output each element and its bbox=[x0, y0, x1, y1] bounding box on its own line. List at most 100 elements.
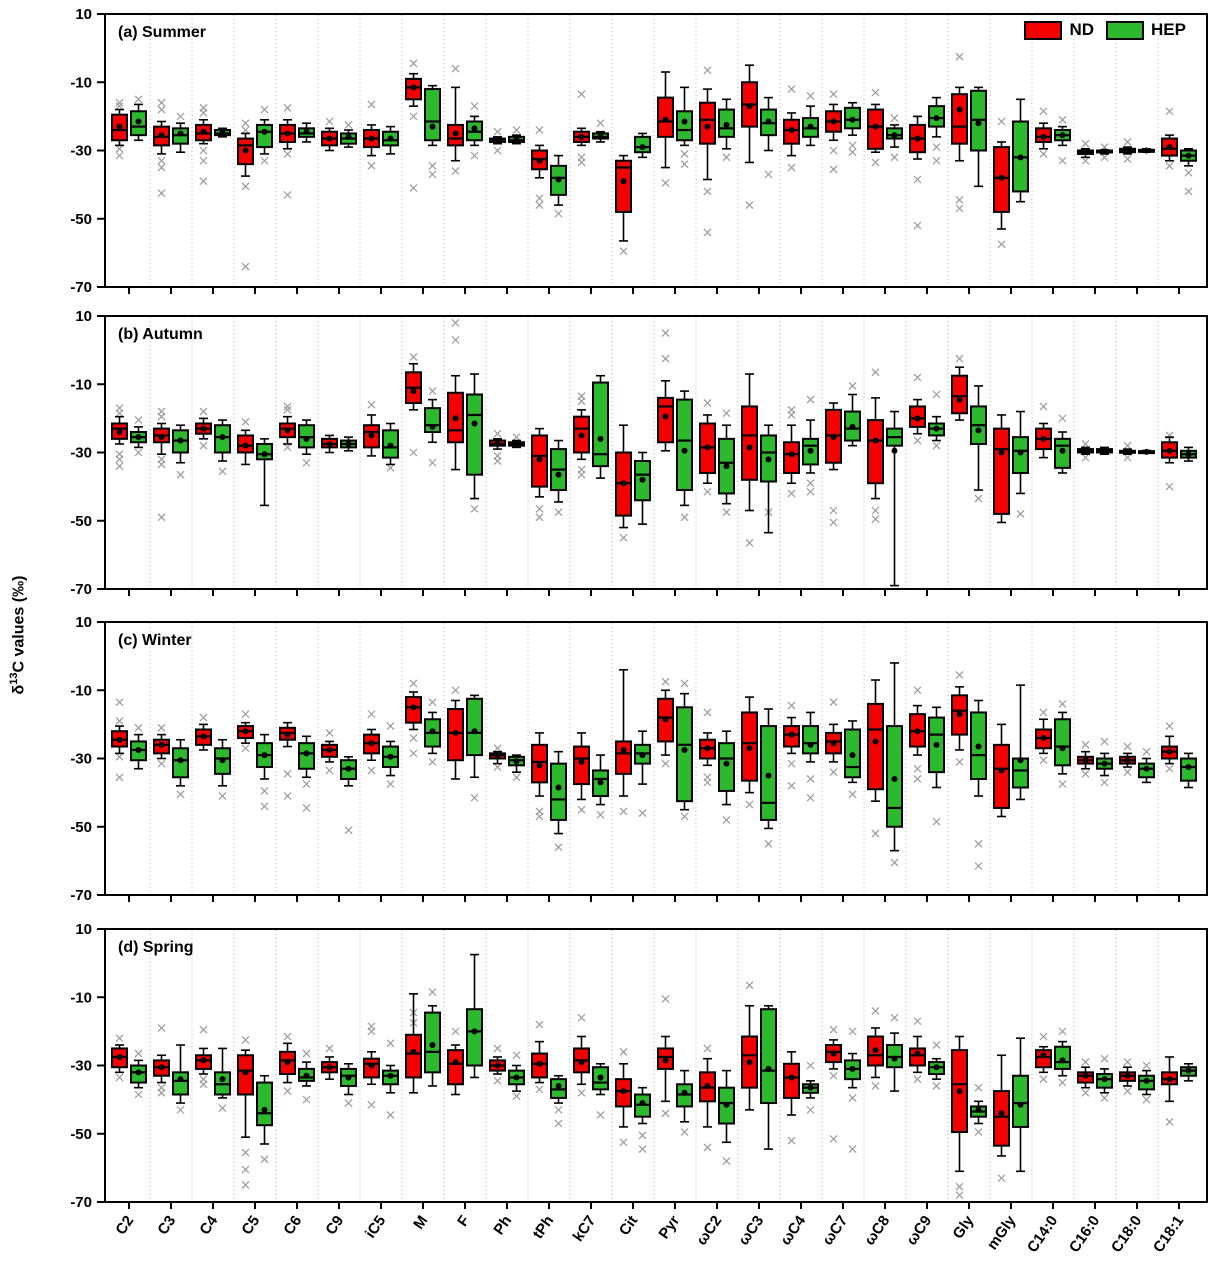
box-hep-kC7 bbox=[592, 374, 609, 479]
box-hep-Gly bbox=[970, 699, 987, 797]
x-tick-label: ωC9 bbox=[903, 1213, 935, 1249]
box-nd-iC5 bbox=[363, 124, 380, 157]
box-hep-Ph bbox=[508, 754, 525, 773]
box-nd-ωC3 bbox=[741, 64, 758, 164]
y-tick-label: -70 bbox=[70, 1194, 92, 1211]
y-tick-label: -10 bbox=[70, 989, 92, 1006]
box-nd-kC7 bbox=[573, 127, 590, 147]
box-nd-Ph bbox=[489, 136, 506, 145]
box-hep-ωC7 bbox=[844, 720, 861, 784]
x-tick-label: C18:1 bbox=[1150, 1213, 1187, 1256]
legend-hep-label: HEP bbox=[1151, 20, 1186, 39]
y-tick-label: -30 bbox=[70, 445, 92, 462]
x-tick-label: C6 bbox=[280, 1213, 305, 1238]
box-hep-C14:0 bbox=[1054, 711, 1071, 775]
box-nd-C18:1 bbox=[1161, 436, 1178, 464]
box-hep-C14:0 bbox=[1054, 125, 1071, 147]
box-nd-Cit bbox=[615, 668, 632, 797]
x-tick-label: iC5 bbox=[362, 1213, 389, 1242]
box-hep-mGly bbox=[1012, 410, 1029, 495]
box-nd-M bbox=[405, 691, 422, 731]
box-hep-kC7 bbox=[592, 1062, 609, 1096]
box-nd-C2 bbox=[111, 415, 128, 445]
box-hep-C18:0 bbox=[1138, 757, 1155, 784]
box-hep-iC5 bbox=[382, 125, 399, 155]
y-tick-label: -30 bbox=[70, 143, 92, 160]
panel-a: 10 -10 -30 -50 -70 bbox=[70, 6, 1208, 296]
box-hep-ωC3 bbox=[760, 96, 777, 152]
box-nd-ωC8 bbox=[867, 397, 884, 500]
box-nd-C14:0 bbox=[1035, 718, 1052, 755]
box-nd-C9 bbox=[321, 740, 338, 763]
panel-frame bbox=[104, 315, 1208, 590]
box-hep-iC5 bbox=[382, 1064, 399, 1094]
box-nd-ωC2 bbox=[699, 414, 716, 485]
y-tick-label: -30 bbox=[70, 1058, 92, 1075]
box-hep-F bbox=[466, 694, 483, 779]
box-nd-kC7 bbox=[573, 732, 590, 801]
panel-frame bbox=[104, 928, 1208, 1203]
box-nd-M bbox=[405, 362, 422, 411]
box-nd-C4 bbox=[195, 723, 212, 751]
box-nd-ωC7 bbox=[825, 723, 842, 763]
y-tick-label: -70 bbox=[70, 279, 92, 296]
box-nd-C9 bbox=[321, 127, 338, 152]
box-hep-C18:1 bbox=[1180, 752, 1197, 789]
box-hep-Pyr bbox=[676, 1069, 693, 1123]
box-hep-Cit bbox=[634, 1086, 651, 1125]
box-nd-ωC3 bbox=[741, 373, 758, 512]
x-category-labels: C2 C3 C4 C5 C6 C9 iC5 M F Ph tPh kC7 Cit Pyr ωC2 ωC3 ωC4… bbox=[112, 1212, 1187, 1256]
x-tick-label: Ph bbox=[490, 1213, 515, 1238]
box-hep-C18:0 bbox=[1138, 448, 1155, 455]
box-hep-Cit bbox=[634, 451, 651, 525]
box-nd-ωC2 bbox=[699, 1057, 716, 1128]
box-hep-ωC9 bbox=[928, 706, 945, 789]
box-nd-Cit bbox=[615, 154, 632, 242]
box-nd-C2 bbox=[111, 108, 128, 147]
box-hep-Pyr bbox=[676, 692, 693, 811]
box-hep-ωC4 bbox=[802, 1080, 819, 1099]
x-tick-label: C9 bbox=[322, 1213, 347, 1238]
x-tick-label: Cit bbox=[616, 1213, 641, 1239]
box-hep-C9 bbox=[340, 436, 357, 452]
box-hep-Ph bbox=[508, 1064, 525, 1092]
y-tick-label: 10 bbox=[75, 614, 92, 631]
box-hep-M bbox=[424, 1004, 441, 1087]
box-hep-C9 bbox=[340, 1062, 357, 1096]
box-nd-ωC9 bbox=[909, 115, 926, 160]
box-hep-C4 bbox=[214, 419, 231, 462]
box-hep-tPh bbox=[550, 154, 567, 206]
box-hep-ωC2 bbox=[718, 1069, 735, 1144]
box-nd-mGly bbox=[993, 414, 1010, 524]
box-hep-ωC2 bbox=[718, 424, 735, 505]
y-tick-label: 10 bbox=[75, 921, 92, 938]
box-hep-ωC7 bbox=[844, 393, 861, 447]
box-nd-C2 bbox=[111, 725, 128, 755]
box-hep-C3 bbox=[172, 1044, 189, 1104]
box-hep-Gly bbox=[970, 86, 987, 188]
box-nd-ωC4 bbox=[783, 424, 800, 485]
box-hep-ωC3 bbox=[760, 708, 777, 830]
box-nd-iC5 bbox=[363, 1051, 380, 1086]
box-nd-iC5 bbox=[363, 728, 380, 762]
box-nd-ωC8 bbox=[867, 1027, 884, 1079]
box-hep-Pyr bbox=[676, 86, 693, 147]
x-tick-label: ωC8 bbox=[861, 1213, 893, 1249]
panel-c-title: (c) Winter bbox=[118, 632, 192, 649]
box-hep-mGly bbox=[1012, 98, 1029, 203]
box-nd-Pyr bbox=[657, 380, 674, 452]
box-nd-Ph bbox=[489, 438, 506, 450]
box-nd-Gly bbox=[951, 686, 968, 751]
box-nd-C4 bbox=[195, 118, 212, 145]
box-nd-kC7 bbox=[573, 1035, 590, 1086]
box-nd-C14:0 bbox=[1035, 1045, 1052, 1074]
box-hep-F bbox=[466, 953, 483, 1079]
box-nd-C5 bbox=[237, 1049, 254, 1138]
outlier-marks bbox=[115, 318, 1174, 547]
box-nd-C9 bbox=[321, 1056, 338, 1080]
y-tick-label: -50 bbox=[70, 513, 92, 530]
x-tick-label: ωC2 bbox=[693, 1213, 725, 1249]
box-nd-C4 bbox=[195, 417, 212, 440]
box-nd-Cit bbox=[615, 1062, 632, 1128]
